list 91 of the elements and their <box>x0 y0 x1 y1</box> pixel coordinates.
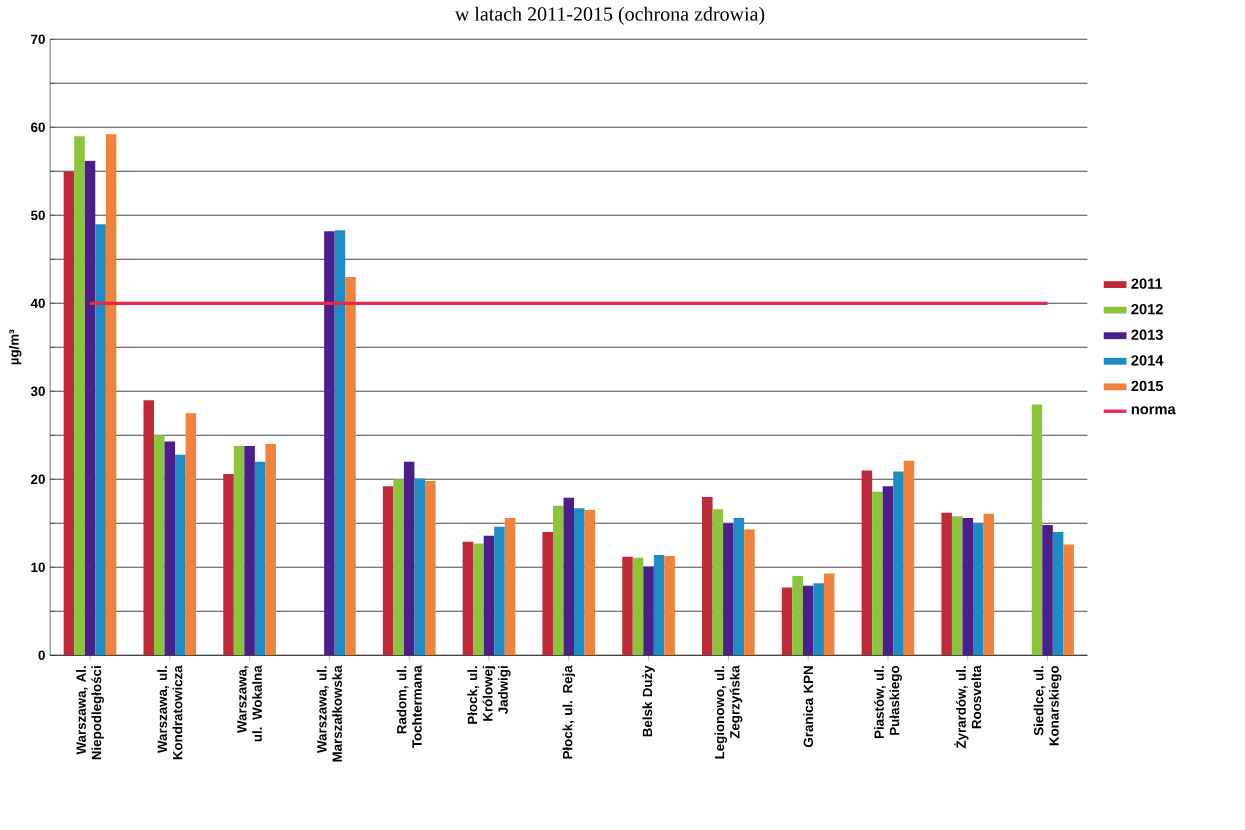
x-tick-label: Piastów, ul. Pułaskiego <box>873 665 902 739</box>
bar <box>74 136 85 656</box>
x-tick-label: Legionowo, ul. Zegrzyńska <box>714 665 743 759</box>
x-tick-label: Warszawa, ul. Kondratowicza <box>157 665 183 760</box>
x-tick-label: Warszawa, Al. Niepodległości <box>76 666 104 760</box>
bar <box>962 518 974 656</box>
bar <box>414 478 425 656</box>
y-tick-label: 40 <box>30 298 45 309</box>
bar <box>584 510 596 656</box>
bar <box>563 497 575 656</box>
bar <box>813 583 824 656</box>
bar <box>403 461 415 656</box>
bar <box>882 486 894 656</box>
bar <box>872 491 883 656</box>
y-tick-label: 0 <box>38 650 45 661</box>
y-tick-label: 50 <box>30 210 45 221</box>
x-tick-label: Warszawa, ul. Marszałkowska <box>316 665 342 762</box>
bar <box>733 518 745 656</box>
bar <box>861 470 873 656</box>
bar <box>781 587 793 656</box>
x-tick-label: Belsk Duży <box>642 665 655 737</box>
y-tick-label: 10 <box>31 562 45 573</box>
bar <box>643 566 654 656</box>
legend-label: 2015 <box>1131 380 1164 392</box>
bar <box>254 461 266 656</box>
bar <box>632 557 644 656</box>
bar <box>1042 525 1053 656</box>
bar <box>154 435 165 656</box>
x-tick-label: Siedlce, ul. Konarskiego <box>1033 665 1062 746</box>
legend-label: 2012 <box>1131 304 1163 315</box>
bar <box>473 543 484 656</box>
y-axis-title: µg/m³ <box>8 329 22 365</box>
bar <box>702 496 713 656</box>
legend-label: 2014 <box>1131 355 1164 366</box>
bar <box>664 555 675 656</box>
x-tick-label: Warszawa, ul. Wokalna <box>237 665 262 742</box>
bar <box>324 231 335 656</box>
bar <box>973 523 984 656</box>
bar <box>744 529 755 656</box>
legend-label: 2011 <box>1131 278 1163 289</box>
bar <box>223 474 234 656</box>
bar <box>483 535 495 656</box>
bar <box>494 526 505 656</box>
bar <box>382 486 394 656</box>
x-tick-label: Radom, ul. Tochtermana <box>396 665 422 748</box>
bar <box>574 508 585 656</box>
bar <box>95 224 106 656</box>
y-tick-label: 20 <box>31 474 45 485</box>
bar <box>424 481 436 656</box>
bar <box>552 505 564 656</box>
bar <box>164 441 176 656</box>
bar <box>712 509 724 656</box>
bar <box>1063 544 1074 656</box>
bar <box>542 532 553 656</box>
chart-title: w latach 2011-2015 (ochrona zdrowia) <box>454 6 765 25</box>
bar <box>393 479 404 656</box>
bar <box>504 518 516 656</box>
bar <box>334 230 346 656</box>
bar <box>143 400 154 656</box>
bar <box>653 555 665 656</box>
bar <box>802 585 814 656</box>
bar <box>792 576 803 656</box>
bar <box>345 276 356 656</box>
bar <box>105 134 117 656</box>
bar <box>893 471 904 656</box>
bar <box>233 445 245 656</box>
bar <box>941 512 952 656</box>
y-tick-label: 30 <box>30 386 45 397</box>
bar <box>983 513 995 656</box>
bar <box>244 445 255 656</box>
bar <box>723 523 734 656</box>
x-tick-label: Granica KPN <box>803 666 814 748</box>
bar <box>951 516 963 656</box>
bar <box>462 541 474 656</box>
x-tick-label: Żyrardów, ul. Roosvelta <box>954 665 982 749</box>
bar <box>1031 404 1043 656</box>
legend-label: 2013 <box>1131 329 1163 340</box>
bar <box>622 556 633 656</box>
bar <box>175 454 186 656</box>
bar <box>1052 532 1064 656</box>
y-tick-label: 70 <box>31 34 45 45</box>
bar <box>185 413 197 656</box>
y-tick-label: 60 <box>31 122 45 133</box>
bar <box>823 573 835 656</box>
bar <box>63 171 75 656</box>
legend-label: norma <box>1131 406 1176 415</box>
bar <box>903 460 915 656</box>
x-tick-label: Płock, ul. Królowej Jadwigi <box>467 666 511 724</box>
bar <box>84 160 96 656</box>
x-tick-label: Płock, ul. Reja <box>562 665 575 759</box>
bar <box>265 444 276 656</box>
